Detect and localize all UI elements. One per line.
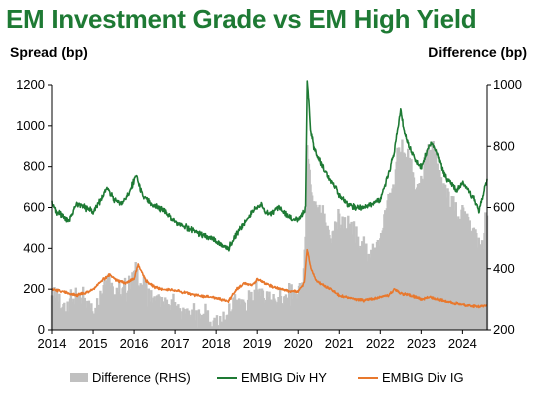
legend-label-difference: Difference (RHS): [92, 370, 191, 385]
x-tick-label: 2017: [161, 336, 190, 351]
legend-label-hy: EMBIG Div HY: [241, 370, 327, 385]
y-tick-label: 200: [23, 281, 45, 296]
x-tick-label: 2022: [366, 336, 395, 351]
legend-item-hy: EMBIG Div HY: [217, 370, 327, 385]
y-tick-label: 800: [23, 159, 45, 174]
y-tick-label: 1200: [16, 77, 45, 92]
legend-swatch-hy: [217, 376, 237, 379]
y2-tick-label: 600: [493, 200, 515, 215]
y2-axis-title: Difference (bp): [428, 44, 527, 60]
x-tick-label: 2024: [448, 336, 477, 351]
legend-swatch-ig: [358, 376, 378, 379]
lines-layer: [51, 80, 488, 309]
y2-tick-label: 400: [493, 261, 515, 276]
y-tick-label: 600: [23, 200, 45, 215]
ig-series-line: [51, 248, 488, 309]
y-tick-label: 400: [23, 240, 45, 255]
y2-tick-label: 1000: [493, 77, 522, 92]
chart-title: EM Investment Grade vs EM High Yield: [6, 4, 477, 34]
x-tick-label: 2015: [79, 336, 108, 351]
axes-layer: 0 200 400 600 800 1000 1200 200 400 600 800 1000 201…: [16, 77, 522, 351]
x-tick-label: 2018: [202, 336, 231, 351]
legend-label-ig: EMBIG Div IG: [382, 370, 464, 385]
x-tick-label: 2016: [120, 336, 149, 351]
legend-swatch-difference: [70, 373, 88, 382]
x-tick-label: 2023: [407, 336, 436, 351]
legend-item-ig: EMBIG Div IG: [358, 370, 464, 385]
x-tick-label: 2020: [284, 336, 313, 351]
y2-tick-label: 200: [493, 322, 515, 337]
y2-tick-label: 800: [493, 138, 515, 153]
hy-series-line: [51, 80, 488, 252]
x-tick-label: 2014: [38, 336, 67, 351]
y-axis-title: Spread (bp): [10, 44, 88, 60]
x-tick-label: 2019: [243, 336, 272, 351]
y-tick-label: 1000: [16, 118, 45, 133]
legend-item-difference: Difference (RHS): [70, 370, 191, 385]
x-tick-label: 2021: [325, 336, 354, 351]
y-tick-label: 0: [38, 322, 45, 337]
